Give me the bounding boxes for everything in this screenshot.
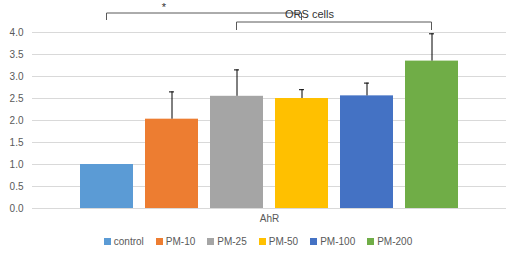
svg-text:1.5: 1.5 xyxy=(10,137,24,148)
svg-text:4.0: 4.0 xyxy=(10,27,24,38)
svg-text:2.5: 2.5 xyxy=(10,93,24,104)
svg-text:*: * xyxy=(162,1,167,13)
svg-text:3.0: 3.0 xyxy=(10,71,24,82)
svg-text:1.0: 1.0 xyxy=(10,159,24,170)
svg-text:ORS cells: ORS cells xyxy=(285,8,334,20)
svg-text:2.0: 2.0 xyxy=(10,115,24,126)
html-text:PM-200: PM-200 xyxy=(377,235,413,247)
html-text:PM-100: PM-100 xyxy=(320,235,356,247)
svg-text:0.5: 0.5 xyxy=(10,181,24,192)
html-text:PM-25: PM-25 xyxy=(217,235,247,247)
svg-text:0.0: 0.0 xyxy=(10,203,24,214)
html-text:control: control xyxy=(113,235,144,247)
html-text:PM-50: PM-50 xyxy=(268,235,299,247)
html-text:PM-10: PM-10 xyxy=(165,235,196,247)
svg-text:3.5: 3.5 xyxy=(10,49,24,60)
svg-text:AhR: AhR xyxy=(260,213,279,224)
